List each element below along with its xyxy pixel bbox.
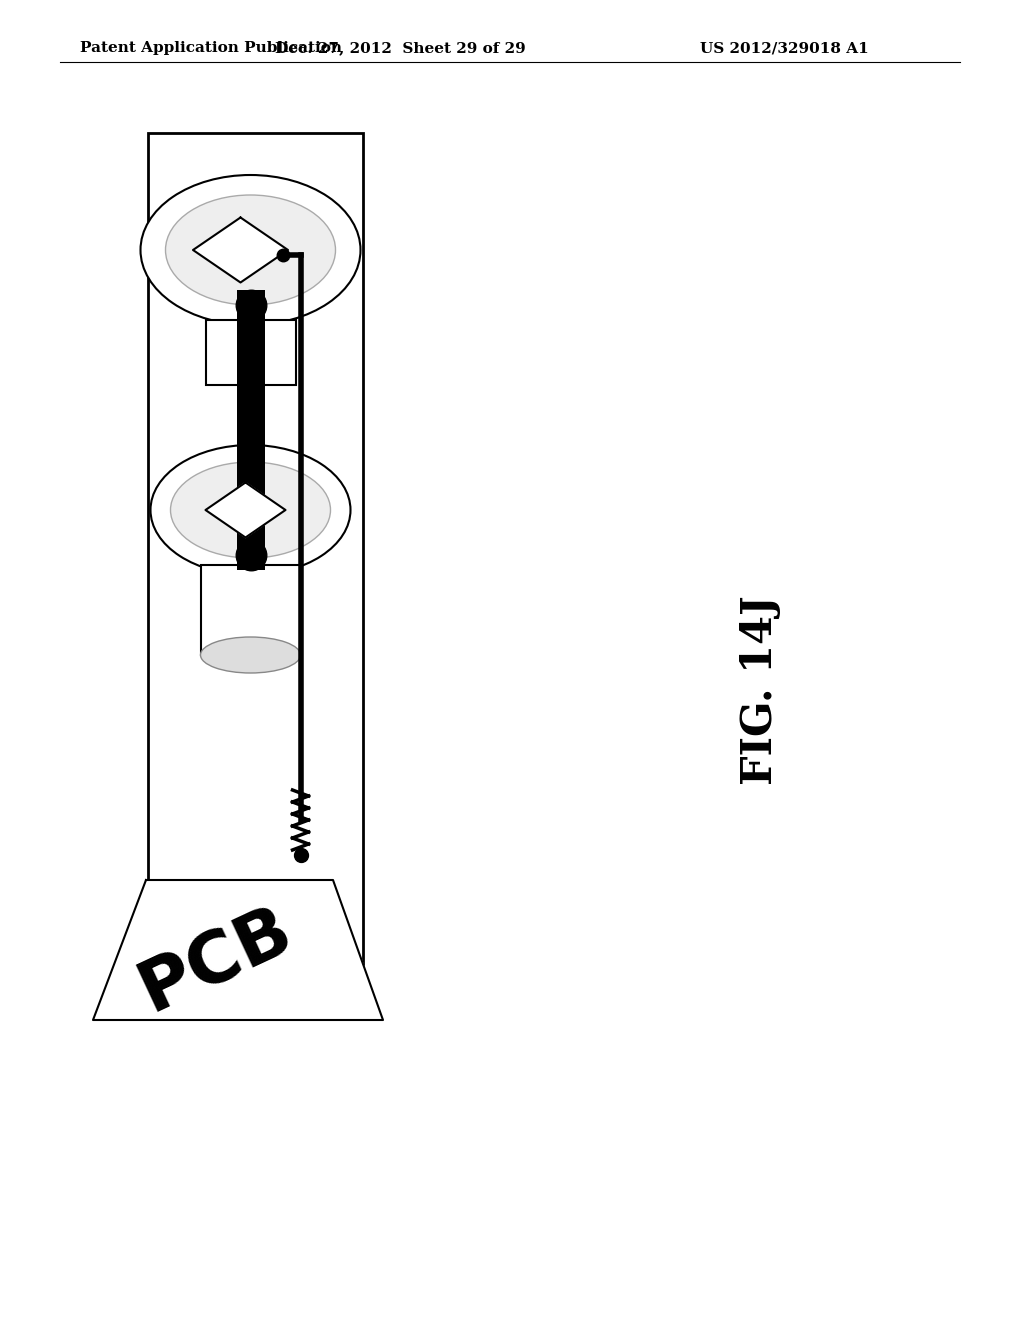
Text: Dec. 27, 2012  Sheet 29 of 29: Dec. 27, 2012 Sheet 29 of 29 [274,41,525,55]
Text: FIG. 14J: FIG. 14J [739,595,781,785]
Text: Patent Application Publication: Patent Application Publication [80,41,342,55]
Ellipse shape [171,462,331,558]
Text: US 2012/329018 A1: US 2012/329018 A1 [700,41,868,55]
Polygon shape [93,880,383,1020]
Ellipse shape [140,176,360,325]
Ellipse shape [201,638,300,673]
Bar [148,133,362,1010]
Polygon shape [193,218,288,282]
Polygon shape [206,483,286,537]
Bar [237,290,264,570]
Bar [206,319,296,385]
Ellipse shape [151,445,350,576]
Ellipse shape [166,195,336,305]
Bar [201,565,300,655]
Text: PCB: PCB [128,895,303,1026]
